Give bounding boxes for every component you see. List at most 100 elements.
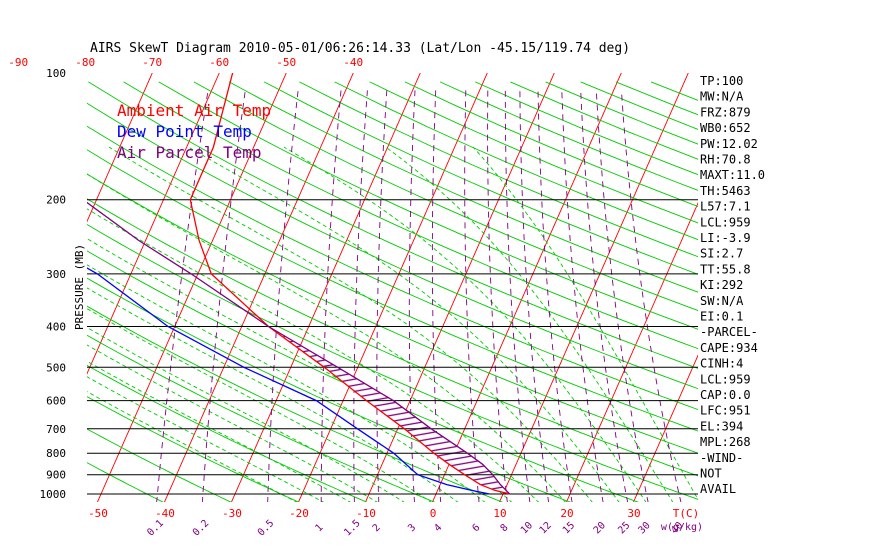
index-value: RH:70.8: [700, 153, 751, 167]
mixing-ratio-tick-label: 3: [406, 522, 418, 534]
series-line: [189, 73, 510, 495]
bottom-temp-tick-label: -40: [155, 507, 175, 520]
pressure-tick-label: 300: [46, 268, 66, 281]
mixing-ratio-axis: 0.1 0.2 0.5 1 1.5 2 3 4 6 8 10 12 15 20 25 30 40w(g/kg): [145, 518, 703, 539]
dry-adiabat-line: [88, 81, 698, 369]
bottom-temperature-axis: -50 -40 -30 -20 -10 0 10 20 30 T(C): [88, 507, 699, 520]
moist-adiabat-line: [87, 264, 486, 502]
index-value: -WIND-: [700, 451, 743, 465]
index-value: KI:292: [700, 278, 743, 292]
legend-entry: Air Parcel Temp: [117, 143, 262, 162]
mixing-ratio-tick-label: 0.2: [191, 518, 212, 539]
dry-adiabat-line: [123, 81, 698, 350]
bottom-temp-tick-label: 30: [627, 507, 640, 520]
index-value: LCL:959: [700, 372, 751, 386]
pressure-tick-label: 700: [46, 423, 66, 436]
mixing-ratio-tick-label: 12: [538, 520, 554, 536]
index-value: LFC:951: [700, 404, 751, 418]
legend-entry: Dew Point Temp: [117, 122, 252, 141]
bottom-temp-tick-label: -20: [289, 507, 309, 520]
pressure-tick-label: 800: [46, 447, 66, 460]
mixing-ratio-tick-label: 0.1: [145, 518, 166, 539]
index-value: TT:55.8: [700, 262, 751, 276]
index-value: WB0:652: [700, 121, 751, 135]
pressure-tick-label: 400: [46, 320, 66, 333]
index-value: NOT: [700, 467, 722, 481]
dry-adiabat-line: [87, 198, 698, 477]
isotherm-line: [87, 73, 153, 223]
dry-adiabat-line: [87, 223, 698, 500]
mixing-ratio-line: [464, 90, 480, 502]
dry-adiabat-line: [87, 396, 300, 502]
mixing-ratio-line: [561, 90, 604, 502]
index-value: MW:N/A: [700, 90, 744, 104]
mixing-ratio-line: [519, 90, 550, 502]
sounding-series: [87, 73, 511, 495]
mixing-ratio-tick-label: 20: [592, 520, 608, 536]
index-value: CAP:0.0: [700, 388, 751, 402]
mixing-ratio-tick-label: 2: [371, 522, 383, 534]
moist-adiabat-line: [472, 146, 698, 501]
mixing-ratio-line: [537, 90, 573, 502]
pressure-tick-label: 600: [46, 395, 66, 408]
dry-adiabat-line: [228, 81, 698, 293]
mixing-ratio-tick-label: 30: [637, 520, 653, 536]
index-value: SW:N/A: [700, 294, 744, 308]
mixing-ratio-line: [580, 90, 629, 502]
mixing-ratio-tick-label: 6: [471, 522, 483, 534]
cape-shading: [265, 323, 508, 493]
top-temp-tick-label: -50: [276, 56, 296, 69]
dry-adiabat-line: [87, 149, 698, 432]
moist-adiabat-line: [87, 327, 405, 502]
dry-adiabat-line: [87, 428, 232, 502]
bottom-temp-tick-label: 10: [493, 507, 506, 520]
mixing-ratio-tick-label: 4: [432, 522, 444, 534]
dry-adiabat-line: [475, 81, 698, 176]
series-line: [87, 267, 490, 495]
dry-adiabat-line: [650, 81, 698, 101]
top-temp-tick-label: -60: [209, 56, 229, 69]
index-value: LCL:959: [700, 215, 751, 229]
moist-adiabat-line: [87, 344, 378, 502]
pressure-tick-label: 1000: [40, 488, 67, 501]
top-temp-tick-label: -70: [142, 56, 162, 69]
dry-adiabat-line: [87, 305, 504, 502]
pressure-tick-label: 500: [46, 361, 66, 374]
plot-area: [87, 64, 870, 503]
dry-adiabat-line: [439, 81, 698, 191]
moist-adiabat-line: [87, 173, 566, 502]
index-value: MAXT:11.0: [700, 168, 765, 182]
dry-adiabat-line: [87, 462, 164, 502]
index-value: EI:0.1: [700, 310, 743, 324]
index-value: PW:12.02: [700, 137, 758, 151]
dry-adiabat-line: [87, 277, 572, 502]
y-axis-label: PRESSURE (MB): [73, 244, 86, 330]
dry-adiabat-line: [263, 81, 698, 275]
chart-title: AIRS SkewT Diagram 2010-05-01/06:26:14.3…: [90, 41, 630, 56]
index-value: TH:5463: [700, 184, 751, 198]
isotherm-line: [633, 354, 698, 502]
index-value: SI:2.7: [700, 247, 743, 261]
top-temp-tick-label: -40: [343, 56, 363, 69]
dry-adiabat-line: [87, 125, 698, 411]
bottom-temp-tick-label: -10: [356, 507, 376, 520]
pressure-tick-label: 100: [46, 67, 66, 80]
mixing-ratio-tick-label: 1.5: [342, 518, 363, 539]
dry-adiabat-line: [193, 81, 698, 312]
dry-adiabat-line: [87, 364, 368, 502]
mixing-ratio-line: [595, 90, 649, 502]
index-value: FRZ:879: [700, 105, 751, 119]
legend: Ambient Air Temp Dew Point Temp Air Parcel…: [117, 101, 271, 162]
moist-adiabat-line: [87, 391, 298, 502]
dry-adiabat-line: [299, 81, 698, 258]
pressure-tick-label: 200: [46, 194, 66, 207]
isotherm-line: [834, 64, 870, 503]
isotherm-line: [767, 64, 870, 503]
top-temp-tick-label: -90: [8, 56, 28, 69]
dry-adiabat-line: [404, 81, 698, 207]
mixing-ratio-line: [320, 90, 342, 502]
dry-adiabat-line: [510, 81, 698, 160]
moist-adiabat-line: [87, 287, 459, 502]
